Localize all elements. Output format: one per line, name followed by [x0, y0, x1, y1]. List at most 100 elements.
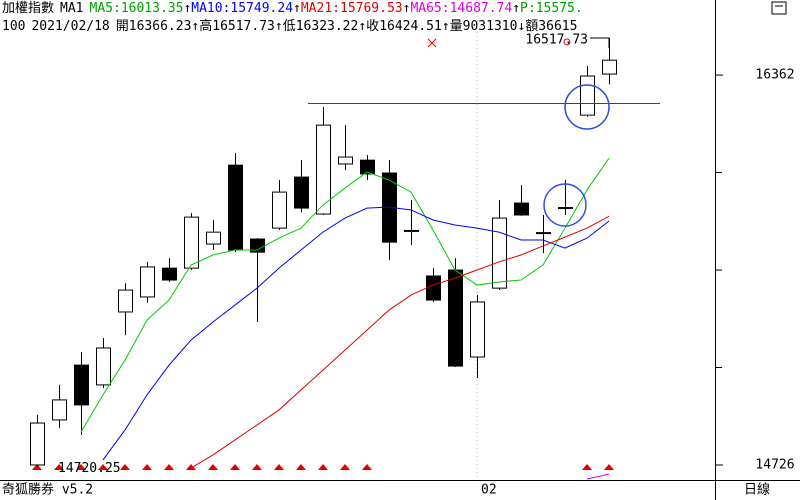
high-connector	[590, 37, 610, 48]
legend-sep: :	[441, 1, 450, 16]
quote-label: 收	[366, 19, 380, 34]
window-button[interactable]	[771, 1, 787, 15]
high-label: 16517.73	[525, 32, 588, 47]
signal-marker	[318, 464, 328, 470]
quote-value: 16323.22	[295, 19, 359, 34]
signal-marker	[252, 464, 262, 470]
legend-name: MA5	[89, 1, 113, 16]
candle-body	[514, 202, 529, 216]
candle-body	[470, 301, 485, 358]
plot-area	[30, 0, 617, 480]
candle-body	[294, 176, 309, 209]
legend-value: 14687.74	[449, 1, 513, 16]
quote-value: 16366.23	[128, 19, 192, 34]
quote-trend: ↑	[441, 19, 450, 34]
quote-trend: ↓	[517, 19, 526, 34]
quote-label: 額	[525, 19, 539, 34]
title: 加權指數	[2, 1, 55, 16]
candle-body	[272, 191, 287, 229]
high-marker	[563, 38, 571, 46]
legend-sep: :	[112, 1, 121, 16]
signal-marker	[164, 464, 174, 470]
period-label: 日線	[744, 482, 770, 498]
candle-body	[316, 124, 331, 215]
legend-value: 15749.24	[230, 1, 294, 16]
volume: 9031310	[462, 19, 518, 34]
date: 2021/02/18	[31, 19, 110, 34]
amount: 36615	[538, 19, 578, 34]
legend-name: MA65	[410, 1, 442, 16]
code: 100	[2, 19, 26, 34]
candle-body	[184, 216, 199, 269]
signal-marker	[340, 464, 350, 470]
legend-trend: ↑	[512, 1, 521, 16]
legend-trend: ↑	[293, 1, 301, 16]
subtitle: MA1	[60, 1, 84, 16]
highlight-circle	[564, 84, 610, 130]
candle-body	[118, 289, 133, 313]
quote-label: 量	[449, 19, 463, 34]
candle-body	[338, 156, 353, 165]
header-quote: 100 2021/02/18 開16366.23↑高16517.73↑低16323.…	[2, 18, 714, 36]
quote-label: 高	[199, 19, 213, 34]
y-tick-label: 16362	[755, 68, 794, 83]
legend-value: 16013.35	[120, 1, 184, 16]
signal-marker	[186, 464, 196, 470]
candle-body	[228, 164, 243, 251]
quote-trend: ↑	[274, 19, 283, 34]
highlight-circle	[543, 183, 587, 227]
ma-line	[80, 157, 610, 433]
ma-line	[102, 206, 610, 461]
candle-body	[30, 422, 45, 466]
signal-marker	[32, 464, 42, 470]
legend-name: MA10	[191, 1, 223, 16]
signal-marker	[98, 464, 108, 470]
signal-marker	[362, 464, 372, 470]
candle-body	[52, 399, 67, 421]
candle-body	[448, 269, 463, 367]
candle-body	[206, 231, 221, 245]
legend-trend: ↑	[183, 1, 192, 16]
candle-body	[360, 159, 375, 175]
candle-body	[74, 364, 89, 406]
brand: 奇狐勝券 v5.2	[2, 482, 93, 498]
ma-line	[586, 473, 610, 480]
quote-trend: ↑	[191, 19, 200, 34]
candle-body	[140, 266, 155, 298]
quote-trend: ↑	[358, 19, 367, 34]
low-label: 14720.25	[58, 461, 121, 476]
header-ma: 加權指數 MA1 MA5:16013.35↑MA10:15749.24↑MA21:1…	[2, 0, 714, 18]
quote-label: 開	[115, 19, 129, 34]
candle-body	[602, 59, 617, 75]
legend-trend: ↑	[402, 1, 411, 16]
signal-marker	[54, 464, 64, 470]
quote-label: 低	[282, 19, 296, 34]
signal-marker	[274, 464, 284, 470]
candle-body	[492, 217, 507, 289]
candle-body	[96, 347, 111, 386]
signal-marker	[604, 464, 614, 470]
candle-body	[162, 267, 177, 281]
signal-marker	[142, 464, 152, 470]
legend-sep: :	[332, 1, 340, 16]
candle-body	[580, 75, 595, 116]
signal-marker	[296, 464, 306, 470]
p-label: P:15575.	[520, 1, 583, 16]
quote-value: 16424.51	[379, 19, 442, 34]
signal-marker	[230, 464, 240, 470]
signal-marker	[76, 464, 86, 470]
x-tick-label: 02	[481, 483, 497, 498]
signal-marker	[208, 464, 218, 470]
signal-marker	[120, 464, 130, 470]
legend-sep: :	[222, 1, 231, 16]
legend-name: MA21	[300, 1, 333, 16]
ma-line	[190, 215, 610, 469]
y-tick-label: 14726	[755, 457, 794, 472]
cross-marker	[427, 38, 437, 48]
candle-body	[426, 275, 441, 301]
legend-value: 15769.53	[340, 1, 403, 16]
quote-value: 16517.73	[212, 19, 275, 34]
